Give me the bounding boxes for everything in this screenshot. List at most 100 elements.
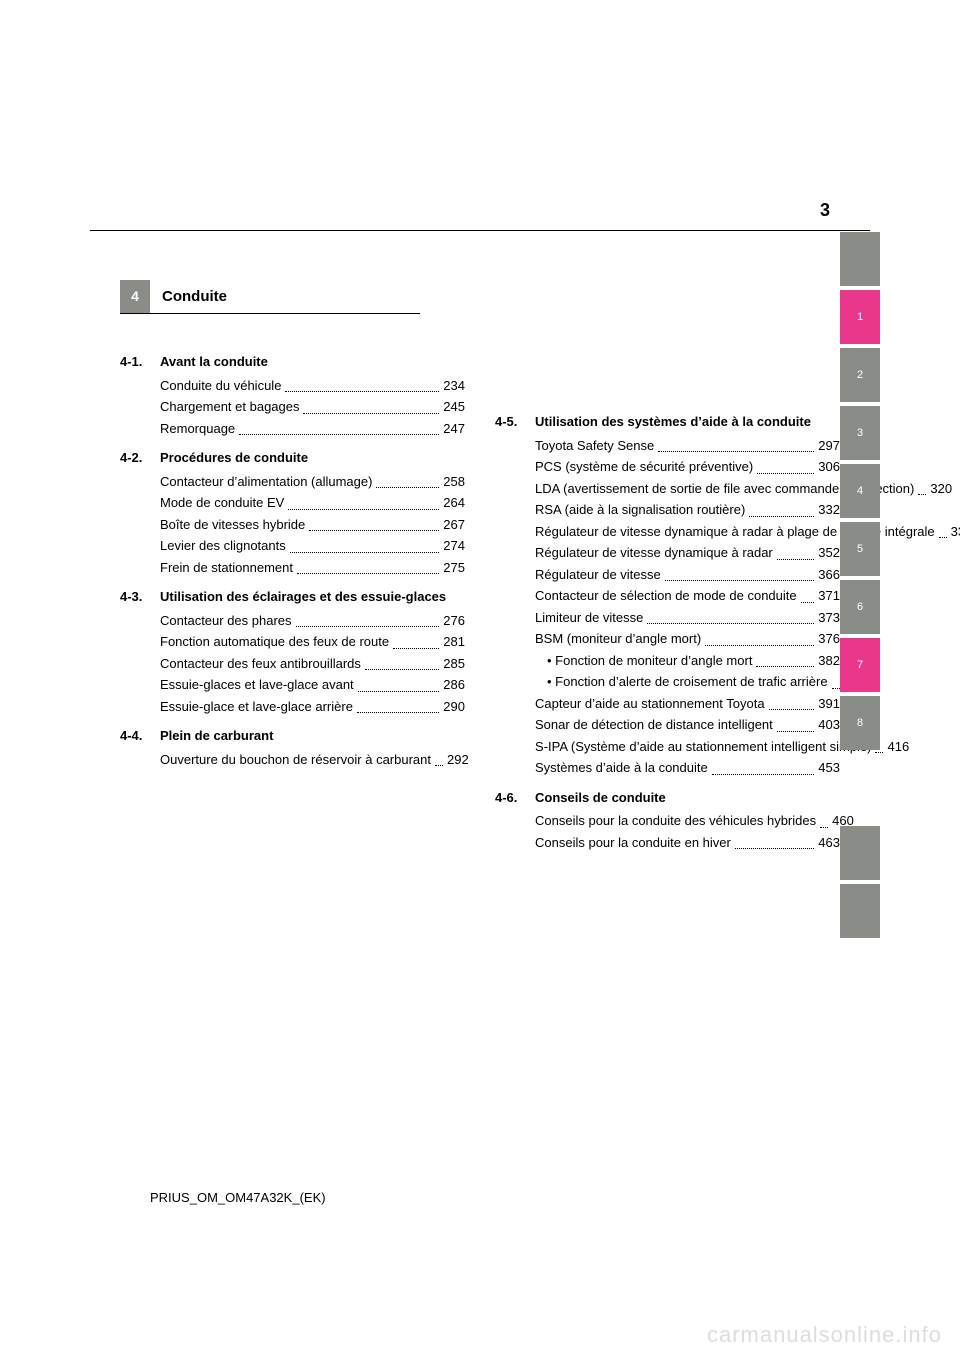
- toc-entry: Remorquage247: [160, 419, 465, 439]
- subsection-heading: 4-2.Procédures de conduite: [120, 448, 465, 468]
- toc-entry-label: Contacteur des feux antibrouillards: [160, 654, 361, 674]
- toc-entry-label: Contacteur des phares: [160, 611, 292, 631]
- subsection-heading: 4-6.Conseils de conduite: [495, 788, 840, 808]
- toc-entry: Toyota Safety Sense 297: [535, 436, 840, 456]
- subsection-title: Utilisation des éclairages et des essuie…: [160, 587, 465, 607]
- toc-entry-page: 352: [818, 543, 840, 563]
- toc-entry-page: 371: [818, 586, 840, 606]
- nav-tab-3[interactable]: 3: [840, 406, 880, 460]
- toc-entry-page: 463: [818, 833, 840, 853]
- nav-tab-5[interactable]: 5: [840, 522, 880, 576]
- nav-tab-8[interactable]: 8: [840, 696, 880, 750]
- nav-tab-blank[interactable]: [840, 826, 880, 880]
- side-tabs: 12345678: [840, 232, 880, 942]
- toc-entry: LDA (avertissement de sortie de file ave…: [535, 479, 840, 499]
- toc-dot-leader: [832, 688, 840, 689]
- toc-entry-page: 337: [951, 522, 960, 542]
- subsection-entries: Contacteur des phares276Fonction automat…: [120, 611, 465, 717]
- toc-entry: Chargement et bagages245: [160, 397, 465, 417]
- toc-subsection: 4-5.Utilisation des systèmes d’aide à la…: [495, 412, 840, 778]
- toc-entry: Boîte de vitesses hybride 267: [160, 515, 465, 535]
- toc-entry-page: 332: [818, 500, 840, 520]
- toc-entry-page: 297: [818, 436, 840, 456]
- section-title: Conduite: [150, 280, 420, 313]
- toc-entry: Régulateur de vitesse dynamique à radar …: [535, 522, 840, 542]
- toc-entry-page: 274: [443, 536, 465, 556]
- toc-entry-label: S-IPA (Système d’aide au stationnement i…: [535, 737, 871, 757]
- subsection-title: Avant la conduite: [160, 352, 465, 372]
- toc-entry: RSA (aide à la signalisation routière) 33…: [535, 500, 840, 520]
- toc-entry: Essuie-glaces et lave-glace avant286: [160, 675, 465, 695]
- toc-entry: Contacteur de sélection de mode de condu…: [535, 586, 840, 606]
- subsection-heading: 4-5.Utilisation des systèmes d’aide à la…: [495, 412, 840, 432]
- nav-tab-2[interactable]: 2: [840, 348, 880, 402]
- toc-entry: • Fonction d’alerte de croisement de tra…: [535, 672, 840, 692]
- toc-entry: Conseils pour la conduite des véhicules …: [535, 811, 840, 831]
- content-area: 4 Conduite 4-1.Avant la conduite Conduite…: [120, 200, 840, 858]
- toc-entry: Fonction automatique des feux de route 28…: [160, 632, 465, 652]
- toc-subsection: 4-2.Procédures de conduite Contacteur d’a…: [120, 448, 465, 577]
- section-header: 4 Conduite: [120, 280, 420, 314]
- subsection-title: Conseils de conduite: [535, 788, 840, 808]
- toc-dot-leader: [801, 602, 815, 603]
- subsection-heading: 4-1.Avant la conduite: [120, 352, 465, 372]
- subsection-number: 4-3.: [120, 587, 160, 607]
- toc-dot-leader: [376, 487, 439, 488]
- nav-tab-4[interactable]: 4: [840, 464, 880, 518]
- subsection-title: Plein de carburant: [160, 726, 465, 746]
- toc-entry-page: 281: [443, 632, 465, 652]
- toc-entry-label: Boîte de vitesses hybride: [160, 515, 305, 535]
- section-number-box: 4: [120, 280, 150, 313]
- toc-entry-page: 290: [443, 697, 465, 717]
- toc-entry-page: 275: [443, 558, 465, 578]
- subsection-title: Procédures de conduite: [160, 448, 465, 468]
- toc-entry-label: Essuie-glaces et lave-glace avant: [160, 675, 354, 695]
- subsection-heading: 4-4.Plein de carburant: [120, 726, 465, 746]
- toc-entry-page: 320: [930, 479, 952, 499]
- subsection-entries: Contacteur d’alimentation (allumage)258M…: [120, 472, 465, 578]
- toc-dot-leader: [285, 391, 439, 392]
- nav-tab-6[interactable]: 6: [840, 580, 880, 634]
- toc-entry: BSM (moniteur d’angle mort)376: [535, 629, 840, 649]
- toc-entry: Conseils pour la conduite en hiver463: [535, 833, 840, 853]
- toc-entry-page: 453: [818, 758, 840, 778]
- toc-entry-label: Limiteur de vitesse: [535, 608, 643, 628]
- toc-entry-label: RSA (aide à la signalisation routière): [535, 500, 745, 520]
- nav-tab-1[interactable]: 1: [840, 290, 880, 344]
- toc-subsection: 4-1.Avant la conduite Conduite du véhicul…: [120, 352, 465, 438]
- toc-dot-leader: [658, 451, 814, 452]
- toc-entry-label: • Fonction d’alerte de croisement de tra…: [547, 672, 828, 692]
- toc-dot-leader: [358, 691, 440, 692]
- toc-entry: Mode de conduite EV264: [160, 493, 465, 513]
- toc-entry-page: 264: [443, 493, 465, 513]
- toc-entry: Contacteur des phares276: [160, 611, 465, 631]
- subsection-number: 4-4.: [120, 726, 160, 746]
- nav-tab-7[interactable]: 7: [840, 638, 880, 692]
- toc-entry-label: Toyota Safety Sense: [535, 436, 654, 456]
- toc-entry-label: Fonction automatique des feux de route: [160, 632, 389, 652]
- subsection-entries: Ouverture du bouchon de réservoir à carb…: [120, 750, 465, 770]
- toc-entry-page: 258: [443, 472, 465, 492]
- nav-tab-blank[interactable]: [840, 884, 880, 938]
- subsection-number: 4-5.: [495, 412, 535, 432]
- toc-dot-leader: [735, 848, 814, 849]
- toc-entry: Contacteur des feux antibrouillards285: [160, 654, 465, 674]
- toc-dot-leader: [665, 580, 815, 581]
- toc-entry-page: 403: [818, 715, 840, 735]
- toc-dot-leader: [769, 709, 815, 710]
- toc-dot-leader: [705, 645, 814, 646]
- toc-entry-label: Chargement et bagages: [160, 397, 299, 417]
- subsection-heading: 4-3.Utilisation des éclairages et des es…: [120, 587, 465, 607]
- toc-entry: Capteur d’aide au stationnement Toyota39…: [535, 694, 840, 714]
- nav-tab-blank[interactable]: [840, 232, 880, 286]
- footer-code: PRIUS_OM_OM47A32K_(EK): [150, 1190, 326, 1205]
- toc-entry-page: 416: [887, 737, 909, 757]
- toc-entry-page: 267: [443, 515, 465, 535]
- toc-entry: • Fonction de moniteur d’angle mort382: [535, 651, 840, 671]
- toc-dot-leader: [777, 731, 815, 732]
- toc-entry-label: • Fonction de moniteur d’angle mort: [547, 651, 752, 671]
- toc-entry: Conduite du véhicule234: [160, 376, 465, 396]
- toc-entry-page: 366: [818, 565, 840, 585]
- watermark: carmanualsonline.info: [707, 1322, 942, 1348]
- toc-entry-page: 247: [443, 419, 465, 439]
